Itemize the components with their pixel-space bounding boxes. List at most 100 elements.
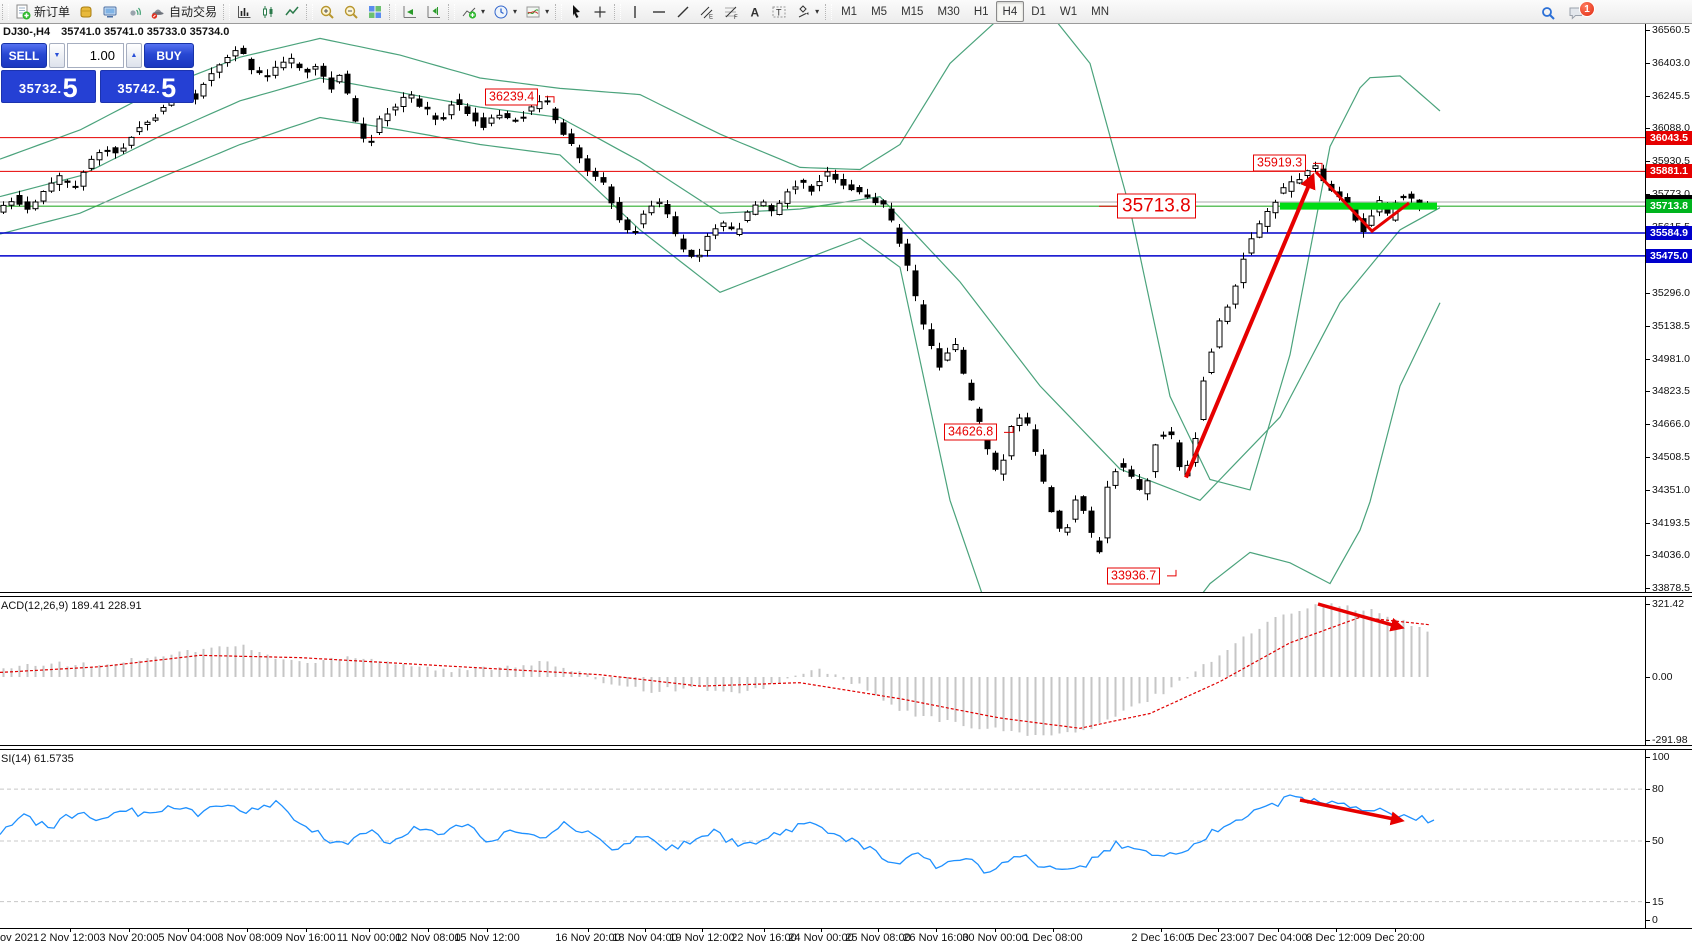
- axis-tick-mark: [1645, 193, 1650, 195]
- candle-chart-button[interactable]: [256, 0, 280, 23]
- bar-chart-icon: [238, 5, 251, 18]
- period-button[interactable]: ▾: [489, 0, 521, 23]
- time-label: 18 Nov 04:00: [612, 932, 678, 944]
- toolbar-separator: [614, 3, 622, 20]
- auto-scroll-button[interactable]: [398, 0, 422, 23]
- axis-tick-mark: [1645, 62, 1650, 64]
- macd-panel[interactable]: [0, 603, 1431, 736]
- axis-tick-mark: [1645, 95, 1650, 97]
- line-chart-button[interactable]: [280, 0, 304, 23]
- panel-separator[interactable]: [0, 745, 1692, 750]
- axis-tick-mark: [1645, 789, 1650, 791]
- price-panel[interactable]: [0, 14, 1645, 719]
- price-annotation-35713.8[interactable]: 35713.8: [1117, 193, 1196, 219]
- new-order-button[interactable]: 新订单: [11, 0, 74, 23]
- channel-icon: E: [700, 6, 713, 20]
- time-tick-mark: [588, 928, 589, 932]
- price-tick-34508.5: 34508.5: [1652, 450, 1690, 463]
- price-annotation-36239.4[interactable]: 36239.4: [485, 88, 539, 106]
- dropdown-arrow-icon[interactable]: ▾: [545, 7, 550, 16]
- zoom-out-button[interactable]: [339, 0, 363, 23]
- timeframe-h1-button[interactable]: H1: [973, 5, 989, 18]
- volume-decrease-button[interactable]: ▼: [49, 43, 65, 68]
- vline-button[interactable]: [623, 0, 647, 23]
- template-button[interactable]: ▾: [521, 0, 553, 23]
- panel-separator[interactable]: [0, 592, 1692, 597]
- trendline-button[interactable]: [671, 0, 695, 23]
- chart-title: DJ30-,H4 35741.0 35741.0 35733.0 35734.0: [3, 26, 229, 38]
- buy-button[interactable]: BUY: [144, 43, 194, 68]
- trend-arrow-rsi[interactable]: [1299, 798, 1405, 826]
- dropdown-arrow-icon[interactable]: ▾: [481, 7, 486, 16]
- trend-arrow-price[interactable]: [1314, 170, 1410, 234]
- label-button[interactable]: T: [767, 0, 791, 23]
- wallet-button[interactable]: [74, 0, 98, 23]
- rsi-panel[interactable]: [0, 788, 1645, 903]
- tile-windows-button[interactable]: [363, 0, 387, 23]
- metaeditor-icon: [103, 6, 117, 17]
- add-indicator-icon: [462, 7, 477, 19]
- time-tick-mark: [645, 928, 646, 932]
- fibonacci-button[interactable]: F: [719, 0, 743, 23]
- axis-tick-mark: [1645, 901, 1650, 903]
- timeframe-w1-button[interactable]: W1: [1059, 5, 1078, 18]
- price-annotation-33936.7[interactable]: 33936.7: [1107, 567, 1161, 585]
- bar-chart-button[interactable]: [232, 0, 256, 23]
- cursor-button[interactable]: [564, 0, 588, 23]
- crosshair-button[interactable]: [588, 0, 612, 23]
- vline-icon: [634, 5, 636, 18]
- timeframe-m1-button[interactable]: M1: [841, 5, 858, 18]
- bid-price[interactable]: 35732. 5: [1, 70, 96, 103]
- price-tick-34351.0: 34351.0: [1652, 483, 1690, 496]
- axis-tick-mark: [1645, 293, 1650, 295]
- price-tick-34823.5: 34823.5: [1652, 385, 1690, 398]
- notifications-button[interactable]: 1: [1564, 1, 1595, 24]
- dropdown-arrow-icon[interactable]: ▾: [513, 7, 518, 16]
- autotrade-icon: [151, 9, 164, 19]
- timeframe-d1-button[interactable]: D1: [1031, 5, 1046, 18]
- add-indicator-button[interactable]: ▾: [457, 0, 489, 23]
- trend-arrow-price[interactable]: [1184, 172, 1316, 479]
- hline-button[interactable]: [647, 0, 671, 23]
- bollinger-middle-band: [0, 77, 1441, 502]
- trend-arrow-macd[interactable]: [1317, 602, 1405, 632]
- time-label: 11 Nov 00:00: [336, 932, 402, 944]
- autotrade-button[interactable]: 自动交易: [146, 0, 221, 23]
- toolbar-separator: [2, 3, 9, 20]
- timeframe-m30-button[interactable]: M30: [937, 5, 960, 18]
- chart-shift-button[interactable]: [422, 0, 446, 23]
- time-tick-mark: [821, 928, 822, 932]
- channel-button[interactable]: E: [695, 0, 719, 23]
- time-axis[interactable]: ov 2021 2 Nov 12:00 3 Nov 20:00 5 Nov 04:00…: [0, 928, 1692, 946]
- text-icon: A: [751, 5, 760, 19]
- broadcast-button[interactable]: [122, 0, 146, 23]
- timeframe-mn-button[interactable]: MN: [1091, 5, 1110, 18]
- timeframe-m15-button[interactable]: M15: [901, 5, 924, 18]
- timeframe-m5-button[interactable]: M5: [871, 5, 888, 18]
- new-order-icon: [16, 4, 31, 19]
- time-label: 7 Dec 04:00: [1248, 932, 1308, 944]
- time-tick-mark: [702, 928, 703, 932]
- sell-button[interactable]: SELL: [1, 43, 47, 68]
- toolbar-separator: [223, 3, 231, 20]
- ask-price[interactable]: 35742. 5: [99, 70, 194, 103]
- price-annotation-34626.8[interactable]: 34626.8: [944, 423, 998, 441]
- zoom-in-button[interactable]: [315, 0, 339, 23]
- price-annotation-35919.3[interactable]: 35919.3: [1253, 154, 1307, 172]
- timeframe-h4-button[interactable]: H4: [995, 1, 1025, 22]
- time-tick-mark: [487, 928, 488, 932]
- axis-tick-mark: [1645, 489, 1650, 491]
- metaeditor-button[interactable]: [98, 0, 122, 23]
- text-button[interactable]: A: [743, 0, 767, 23]
- price-main-digits: 35742.: [117, 81, 161, 96]
- volume-increase-button[interactable]: ▲: [126, 43, 142, 68]
- search-button[interactable]: [1536, 1, 1560, 24]
- volume-input[interactable]: 1.00: [67, 43, 124, 68]
- dropdown-arrow-icon[interactable]: ▾: [815, 7, 820, 16]
- period-icon: [494, 5, 508, 18]
- rsi-tick-50: 50: [1652, 835, 1664, 847]
- toolbar-separator: [306, 3, 314, 20]
- shapes-button[interactable]: ▾: [791, 0, 823, 23]
- rsi-line: [0, 794, 1435, 874]
